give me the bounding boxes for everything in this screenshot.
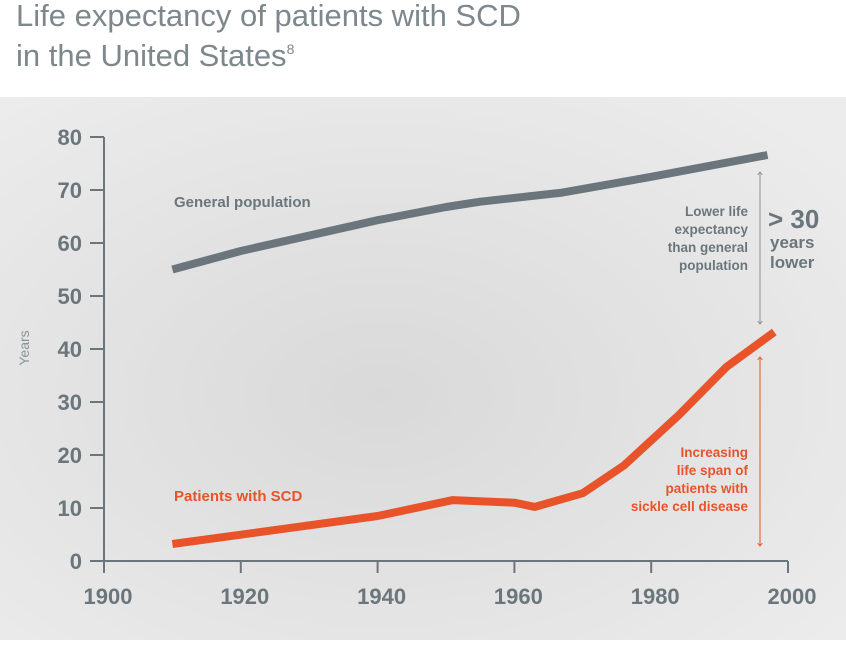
y-tick-label: 60 [58, 231, 82, 256]
line [171, 151, 769, 274]
x-tick-label: 1900 [84, 584, 133, 609]
y-tick-label: 40 [58, 337, 82, 362]
title-superscript: 8 [287, 41, 295, 57]
x-tick-label: 1960 [494, 584, 543, 609]
photo-background [0, 97, 846, 640]
x-tick-label: 1980 [631, 584, 680, 609]
y-tick-label: 80 [58, 125, 82, 150]
y-tick-label: 0 [70, 549, 82, 574]
x-tick-label: 1920 [220, 584, 269, 609]
title-line: in the United States [16, 38, 287, 73]
gap-annotation: than general [668, 240, 748, 255]
gap-annotation: population [679, 258, 748, 273]
y-axis-label: Years [16, 330, 32, 365]
line [171, 328, 777, 548]
increase-annotation: Increasing [680, 445, 748, 460]
y-tick-label: 10 [58, 496, 82, 521]
gap-unit: lower [770, 253, 815, 272]
chart-title: Life expectancy of patients with SCD in t… [16, 0, 521, 73]
y-tick-label: 50 [58, 284, 82, 309]
gap-annotation: Lower life [685, 204, 749, 219]
x-tick-label: 2000 [768, 584, 817, 609]
title-line: Life expectancy of patients with SCD [16, 0, 521, 33]
gap-annotation: expectancy [674, 222, 748, 237]
gap-big: > 30 [768, 204, 819, 234]
series-label: Patients with SCD [174, 488, 303, 505]
increase-annotation: sickle cell disease [631, 499, 749, 514]
y-tick-label: 30 [58, 390, 82, 415]
series-label: General population [174, 194, 311, 211]
y-tick-label: 70 [58, 178, 82, 203]
increase-annotation: patients with [665, 481, 748, 496]
increase-annotation: life span of [677, 463, 749, 478]
gap-unit: years [770, 233, 814, 252]
y-tick-label: 20 [58, 443, 82, 468]
x-tick-label: 1940 [357, 584, 406, 609]
